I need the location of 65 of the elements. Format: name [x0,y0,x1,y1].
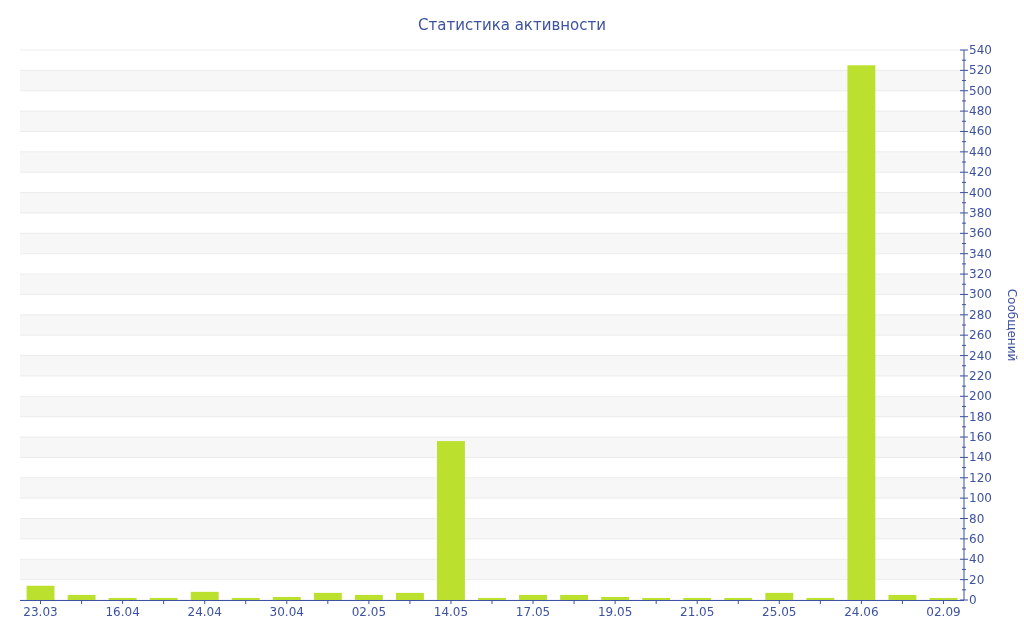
y2-tick-label: 40 [969,552,985,567]
bar [190,591,219,600]
bar [601,596,630,600]
x-tick-label: 19.05 [597,605,633,619]
bar [519,594,547,600]
y2-tick-label: 400 [969,185,992,200]
y2-tick-label: 340 [969,246,992,261]
bar [395,592,424,600]
bar [478,597,506,600]
bar [724,597,753,600]
x-tick-label: 25.05 [762,605,797,619]
y2-tick-label: 160 [969,430,992,445]
y2-tick-label: 260 [969,328,992,343]
x-tick-label: 02.09 [926,605,961,619]
bar [26,585,55,600]
x-tick-label: 17.05 [515,605,551,619]
y2-tick-label: 320 [969,267,992,282]
bar [231,597,260,600]
x-tick-label: 02.05 [351,605,387,619]
bar [806,597,835,600]
y2-tick-label: 120 [969,470,992,485]
x-tick-label: 21.05 [680,605,715,619]
bar [560,594,589,600]
bar [888,594,917,600]
y2-tick-label: 60 [969,531,985,546]
y2-tick-label: 500 [969,83,992,98]
y2-tick-label: 180 [969,409,992,424]
bar [354,594,383,600]
bar [765,592,794,600]
y2-tick-label: 100 [969,491,992,506]
x-tick-label: 24.06 [844,605,879,619]
bar [683,597,712,600]
bar [929,597,958,600]
bar [847,65,876,600]
y2-tick-label: 440 [969,144,992,159]
x-tick-label: 24.04 [187,605,222,619]
x-tick-label: 14.05 [433,605,469,619]
y2-tick-label: 360 [969,226,992,241]
x-tick-label: 30.04 [269,605,304,619]
y2-axis-title: Сообщений [1005,288,1019,362]
x-tick-label: 23.03 [23,605,58,619]
bar [149,597,178,600]
bar [108,597,137,600]
y2-tick-label: 200 [969,389,992,404]
bar [313,592,342,600]
chart-title: Статистика активности [418,16,606,34]
y2-tick-label: 300 [969,287,992,302]
y2-tick-label: 20 [969,572,985,587]
y2-tick-label: 0 [969,593,977,607]
y2-tick-label: 380 [969,205,992,220]
bar [67,594,96,600]
bar [642,597,671,600]
y2-tick-label: 480 [969,104,992,119]
y2-tick-label: 280 [969,307,992,322]
y2-tick-label: 220 [969,368,992,383]
y2-tick-label: 540 [969,43,992,57]
bar [437,441,465,600]
y2-tick-label: 80 [969,511,985,526]
y2-tick-label: 460 [969,124,992,139]
y2-tick-label: 240 [969,348,992,363]
y2-tick-label: 140 [969,450,992,465]
x-tick-label: 16.04 [105,605,140,619]
bar [272,596,301,600]
y2-tick-label: 420 [969,165,992,180]
y2-tick-label: 520 [969,63,992,78]
